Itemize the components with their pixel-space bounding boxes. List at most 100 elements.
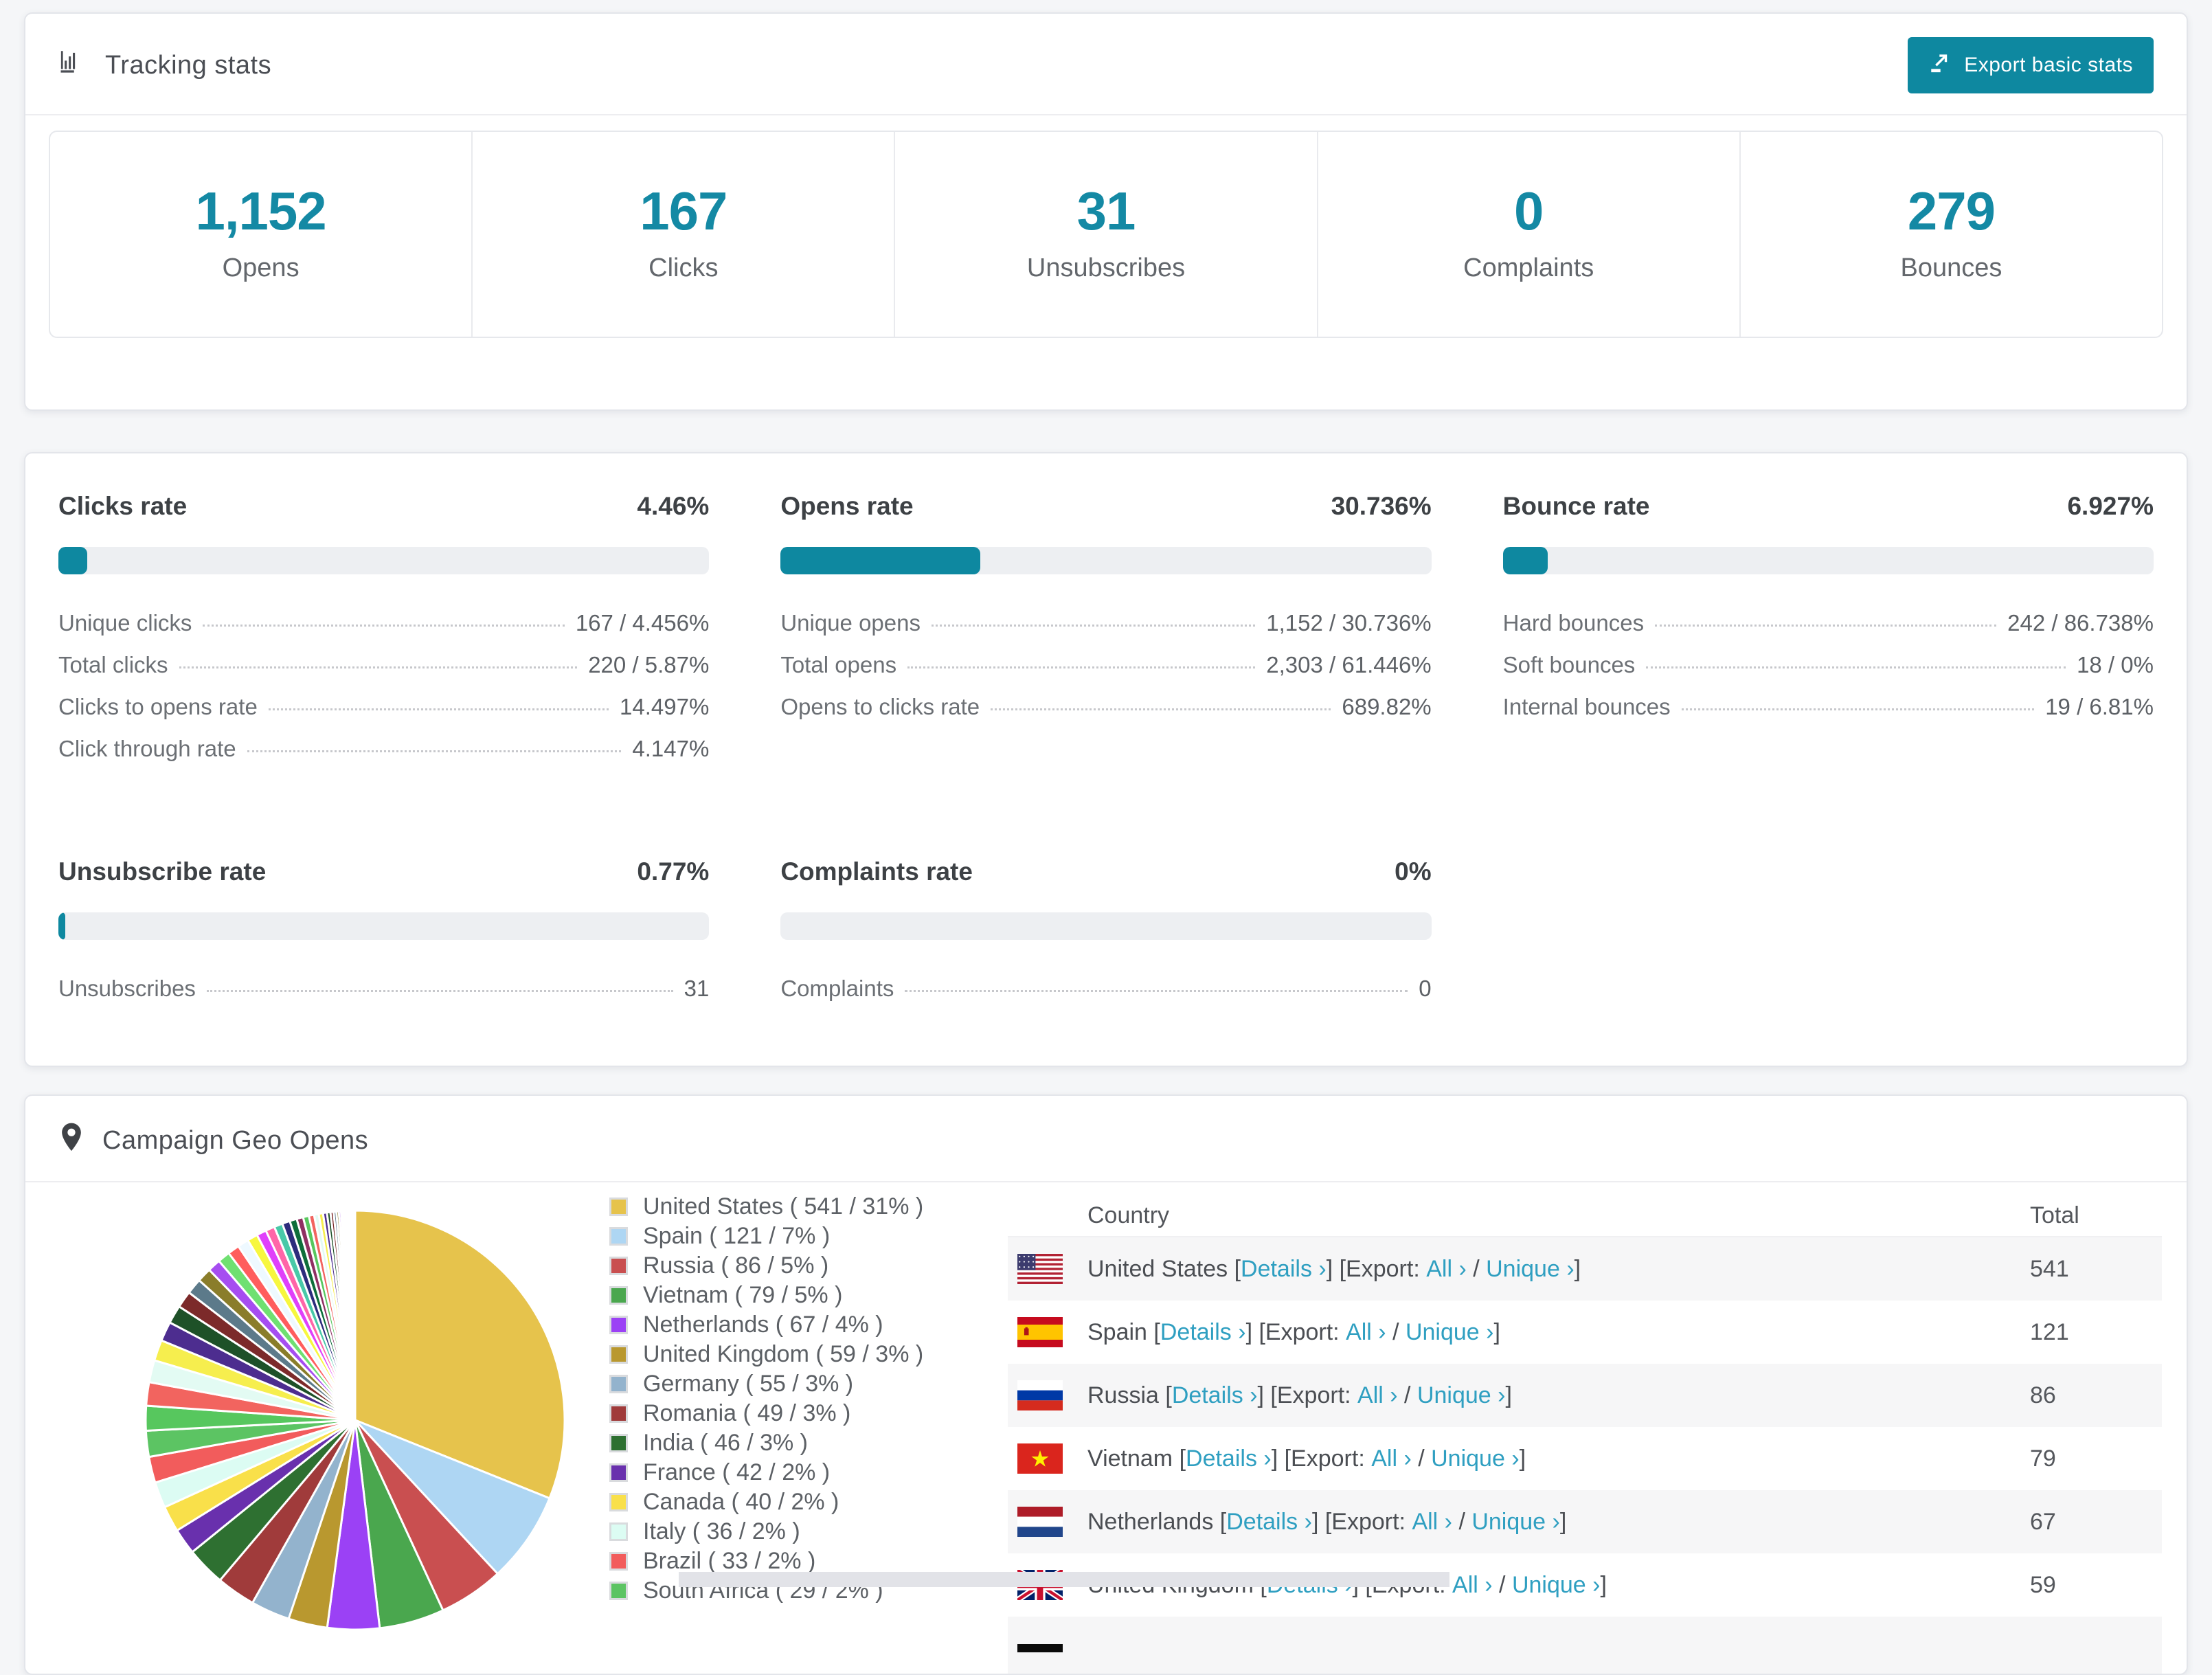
export-unique-link[interactable]: Unique › xyxy=(1417,1382,1506,1409)
stat-label: Clicks xyxy=(648,254,718,283)
legend-swatch xyxy=(609,1198,628,1216)
export-unique-link[interactable]: Unique › xyxy=(1471,1509,1560,1536)
legend-label: United States ( 541 / 31% ) xyxy=(643,1193,923,1220)
export-all-link[interactable]: All › xyxy=(1371,1446,1412,1472)
details-link[interactable]: Details › xyxy=(1186,1446,1272,1472)
details-link[interactable]: Details › xyxy=(1226,1509,1312,1536)
rate-detail-label: Opens to clicks rate xyxy=(780,694,980,720)
flag-us xyxy=(1017,1254,1063,1284)
export-all-link[interactable]: All › xyxy=(1357,1382,1398,1409)
stat-value: 0 xyxy=(1514,180,1543,243)
tracking-stats-title: Tracking stats xyxy=(58,47,271,83)
stat-value: 1,152 xyxy=(196,180,326,243)
stat-label: Opens xyxy=(223,254,300,283)
total-column-header: Total xyxy=(2030,1202,2162,1229)
rate-detail-row: Click through rate 4.147% xyxy=(58,736,709,762)
rate-detail-label: Clicks to opens rate xyxy=(58,694,258,720)
link-separator: / xyxy=(1493,1572,1512,1599)
total-cell: 121 xyxy=(2030,1319,2162,1346)
rate-detail-label: Total opens xyxy=(780,652,896,678)
export-all-link[interactable]: All › xyxy=(1452,1572,1493,1599)
rate-detail-label: Internal bounces xyxy=(1503,694,1671,720)
details-link[interactable]: Details › xyxy=(1172,1382,1258,1409)
export-prefix: ] [Export: xyxy=(1258,1382,1358,1409)
page: Tracking stats Export basic stats 1,152 O… xyxy=(0,12,2212,1675)
bracket: [ xyxy=(1220,1509,1226,1536)
dotted-leader xyxy=(203,625,564,627)
bracket: [ xyxy=(1153,1319,1160,1346)
tracking-stats-title-text: Tracking stats xyxy=(105,51,271,80)
export-unique-link[interactable]: Unique › xyxy=(1486,1256,1575,1283)
rate-detail-label: Unique clicks xyxy=(58,610,192,636)
details-link[interactable]: Details › xyxy=(1241,1256,1327,1283)
rate-detail-label: Click through rate xyxy=(58,736,236,762)
rate-detail-value: 220 / 5.87% xyxy=(588,652,709,678)
bracket: ] xyxy=(1493,1319,1500,1346)
details-link[interactable]: Details › xyxy=(1160,1319,1246,1346)
rate-detail-label: Hard bounces xyxy=(1503,610,1644,636)
legend-item-ru: Russia ( 86 / 5% ) xyxy=(609,1251,1008,1281)
flag-es xyxy=(1017,1317,1063,1347)
rate-progress-track xyxy=(58,547,709,574)
total-cell: 86 xyxy=(2030,1382,2162,1409)
legend-label: United Kingdom ( 59 / 3% ) xyxy=(643,1341,923,1368)
export-all-link[interactable]: All › xyxy=(1346,1319,1386,1346)
stat-value: 279 xyxy=(1908,180,1995,243)
location-pin-icon xyxy=(58,1122,84,1159)
rate-progress-track xyxy=(58,912,709,940)
legend-swatch xyxy=(609,1493,628,1511)
pie-legend: United States ( 541 / 31% )Spain ( 121 /… xyxy=(609,1182,1008,1606)
dotted-leader xyxy=(1655,625,1996,627)
country-name: United States xyxy=(1087,1256,1234,1283)
legend-item-de: Germany ( 55 / 3% ) xyxy=(609,1369,1008,1399)
total-cell: 79 xyxy=(2030,1446,2162,1472)
export-unique-link[interactable]: Unique › xyxy=(1431,1446,1520,1472)
rate-detail-value: 2,303 / 61.446% xyxy=(1266,652,1431,678)
legend-item-fr: France ( 42 / 2% ) xyxy=(609,1458,1008,1487)
rate-progress-track xyxy=(780,912,1431,940)
legend-label: Germany ( 55 / 3% ) xyxy=(643,1371,853,1397)
rate-title: Unsubscribe rate xyxy=(58,857,266,886)
legend-item-vn: Vietnam ( 79 / 5% ) xyxy=(609,1281,1008,1310)
rate-value: 0% xyxy=(1395,857,1431,886)
export-icon xyxy=(1928,51,1952,80)
rate-progress-track xyxy=(1503,547,2154,574)
bracket: [ xyxy=(1180,1446,1186,1472)
pie-chart-svg xyxy=(128,1193,582,1647)
rate-detail-label: Soft bounces xyxy=(1503,652,1636,678)
export-basic-stats-button[interactable]: Export basic stats xyxy=(1908,37,2154,93)
geo-card-title: Campaign Geo Opens xyxy=(58,1122,368,1159)
legend-item-in: India ( 46 / 3% ) xyxy=(609,1428,1008,1458)
export-unique-link[interactable]: Unique › xyxy=(1406,1319,1494,1346)
rate-title: Opens rate xyxy=(780,492,913,521)
geo-body: United States ( 541 / 31% )Spain ( 121 /… xyxy=(25,1182,2187,1675)
tracking-stats-card: Tracking stats Export basic stats 1,152 O… xyxy=(24,12,2188,411)
country-cell: Spain [Details ›] [Export: All › / Uniqu… xyxy=(1063,1319,2030,1346)
rate-detail-value: 4.147% xyxy=(632,736,709,762)
rate-detail-value: 18 / 0% xyxy=(2077,652,2154,678)
dotted-leader xyxy=(932,625,1255,627)
rate-progress-fill xyxy=(58,912,65,940)
dotted-leader xyxy=(269,708,609,710)
rate-value: 6.927% xyxy=(2067,492,2154,521)
country-cell: Netherlands [Details ›] [Export: All › /… xyxy=(1063,1509,2030,1536)
geo-pie-chart xyxy=(128,1182,609,1650)
bracket: ] xyxy=(1505,1382,1511,1409)
geo-table-rows: United States [Details ›] [Export: All ›… xyxy=(1008,1237,2162,1675)
export-unique-link[interactable]: Unique › xyxy=(1512,1572,1601,1599)
export-all-link[interactable]: All › xyxy=(1412,1509,1452,1536)
rate-detail-value: 14.497% xyxy=(620,694,709,720)
export-all-link[interactable]: All › xyxy=(1426,1256,1467,1283)
